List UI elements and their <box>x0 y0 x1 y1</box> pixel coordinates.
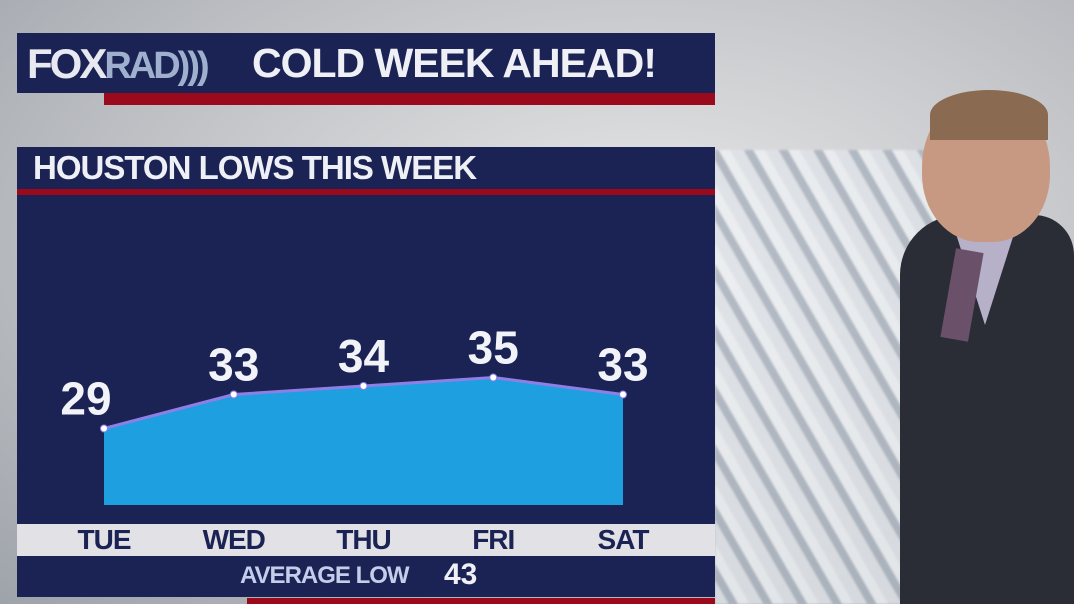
data-label: 29 <box>60 373 111 425</box>
day-label: WED <box>202 524 266 555</box>
title-accent <box>104 93 715 105</box>
foxrad-logo: FOXRAD))) <box>27 40 210 88</box>
chart-panel <box>17 147 715 597</box>
data-point <box>100 424 108 433</box>
bottom-accent <box>247 598 715 604</box>
area-fill <box>104 377 623 505</box>
presenter-hair <box>930 90 1048 140</box>
average-low-value: 43 <box>444 558 478 591</box>
data-point <box>359 382 368 390</box>
day-label: FRI <box>472 524 515 555</box>
day-label: SAT <box>597 524 650 555</box>
radar-waves-icon: ))) <box>177 45 210 87</box>
title-bar <box>17 33 715 93</box>
page-title: COLD WEEK AHEAD! <box>252 40 657 86</box>
chart-title-accent <box>17 189 715 195</box>
data-point <box>619 390 627 399</box>
day-label: THU <box>336 524 392 555</box>
data-point <box>229 390 238 399</box>
logo-fox: FOX <box>27 40 107 87</box>
logo-rad: RAD <box>104 45 180 87</box>
data-label: 35 <box>468 322 519 374</box>
chart-title: HOUSTON LOWS THIS WEEK <box>33 149 477 186</box>
day-axis: TUE WED THU FRI SAT <box>17 524 715 556</box>
data-point <box>489 373 498 382</box>
data-label: 33 <box>597 339 648 391</box>
day-label: TUE <box>77 524 132 555</box>
average-low-label: AVERAGE LOW <box>240 562 410 589</box>
data-label: 33 <box>208 339 259 391</box>
data-label: 34 <box>338 330 390 382</box>
